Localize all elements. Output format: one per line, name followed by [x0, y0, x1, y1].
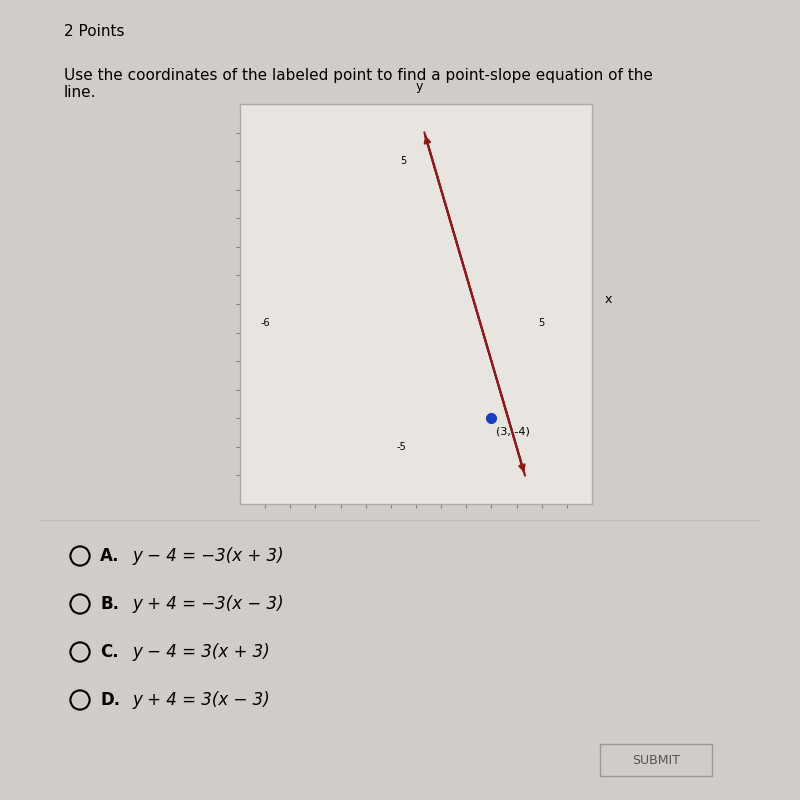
Text: 5: 5 [400, 156, 406, 166]
Text: x: x [605, 294, 612, 306]
Text: 2 Points: 2 Points [64, 24, 125, 39]
Text: y − 4 = −3(x + 3): y − 4 = −3(x + 3) [132, 547, 284, 565]
Text: B.: B. [100, 595, 119, 613]
Text: 5: 5 [538, 318, 545, 328]
Text: SUBMIT: SUBMIT [632, 754, 680, 766]
Text: A.: A. [100, 547, 119, 565]
Text: -5: -5 [396, 442, 406, 452]
Text: D.: D. [100, 691, 120, 709]
Text: -6: -6 [260, 318, 270, 328]
Text: y + 4 = 3(x − 3): y + 4 = 3(x − 3) [132, 691, 270, 709]
Text: C.: C. [100, 643, 118, 661]
Text: y: y [416, 80, 423, 93]
Text: (3, -4): (3, -4) [497, 427, 530, 437]
Text: Use the coordinates of the labeled point to find a point-slope equation of the
l: Use the coordinates of the labeled point… [64, 68, 653, 100]
Text: y + 4 = −3(x − 3): y + 4 = −3(x − 3) [132, 595, 284, 613]
Text: y − 4 = 3(x + 3): y − 4 = 3(x + 3) [132, 643, 270, 661]
